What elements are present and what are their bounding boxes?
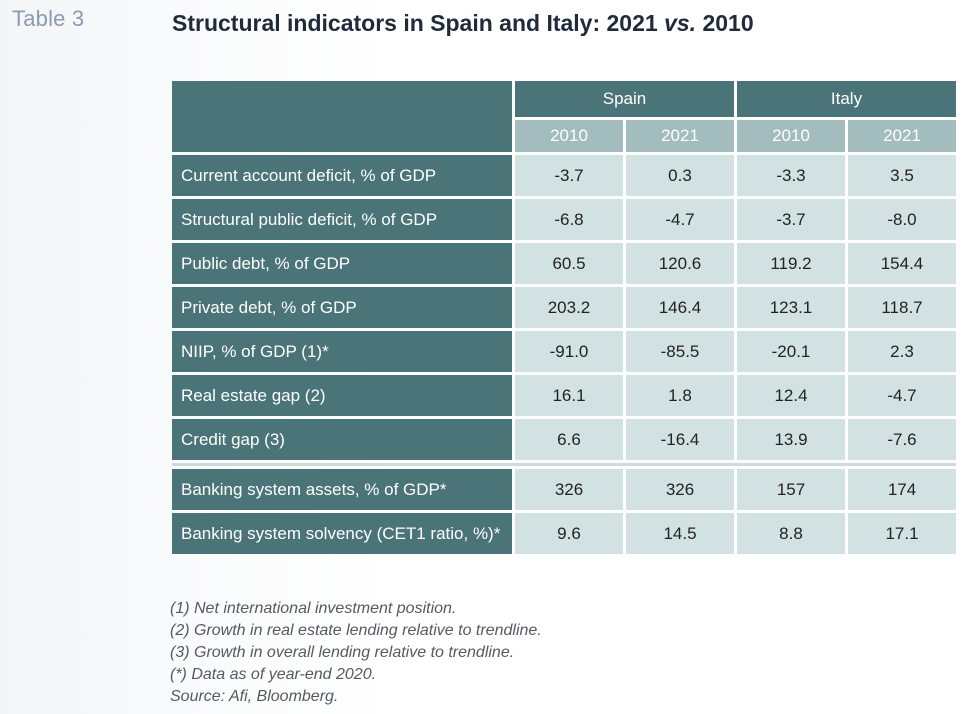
table-cell: 118.7: [848, 287, 956, 328]
table-number-label: Table 3: [12, 6, 85, 31]
table-cell: -4.7: [626, 199, 734, 240]
source-note: Source: Afi, Bloomberg.: [170, 688, 339, 705]
row-label: Banking system assets, % of GDP*: [172, 469, 512, 510]
year-header-spain-2021: 2021: [626, 120, 734, 152]
table-cell: 8.8: [737, 513, 845, 554]
footnote: (2) Growth in real estate lending relati…: [170, 622, 542, 639]
table-cell: 154.4: [848, 243, 956, 284]
table-cell: 326: [515, 469, 623, 510]
title-vs: vs.: [664, 10, 697, 36]
row-label: Banking system solvency (CET1 ratio, %)*: [172, 513, 512, 554]
table-cell: 1.8: [626, 375, 734, 416]
corner-cell: [172, 81, 512, 152]
table-cell: 120.6: [626, 243, 734, 284]
table-row: Current account deficit, % of GDP -3.7 0…: [172, 155, 956, 196]
table-cell: 0.3: [626, 155, 734, 196]
footnote: (*) Data as of year-end 2020.: [170, 666, 377, 683]
table-cell: 3.5: [848, 155, 956, 196]
table-row: Credit gap (3) 6.6 -16.4 13.9 -7.6: [172, 419, 956, 460]
table-cell: 60.5: [515, 243, 623, 284]
table-cell: -3.7: [515, 155, 623, 196]
row-label: Public debt, % of GDP: [172, 243, 512, 284]
year-header-row: 2010 2021 2010 2021: [172, 120, 956, 152]
table-cell: -16.4: [626, 419, 734, 460]
table-cell: -6.8: [515, 199, 623, 240]
table-row: Public debt, % of GDP 60.5 120.6 119.2 1…: [172, 243, 956, 284]
table-cell: 203.2: [515, 287, 623, 328]
table-cell: -91.0: [515, 331, 623, 372]
table-cell: 13.9: [737, 419, 845, 460]
row-label: Private debt, % of GDP: [172, 287, 512, 328]
footnotes: (1) Net international investment positio…: [170, 598, 542, 708]
table-row: Private debt, % of GDP 203.2 146.4 123.1…: [172, 287, 956, 328]
table-cell: 9.6: [515, 513, 623, 554]
table-row: NIIP, % of GDP (1)* -91.0 -85.5 -20.1 2.…: [172, 331, 956, 372]
table-cell: 119.2: [737, 243, 845, 284]
footnote: (3) Growth in overall lending relative t…: [170, 644, 515, 661]
table-row: Real estate gap (2) 16.1 1.8 12.4 -4.7: [172, 375, 956, 416]
title-main: Structural indicators in Spain and Italy…: [172, 10, 665, 36]
table-cell: 2.3: [848, 331, 956, 372]
table-cell: 157: [737, 469, 845, 510]
table-cell: -7.6: [848, 419, 956, 460]
table-cell: -20.1: [737, 331, 845, 372]
divider-bar: [172, 463, 956, 466]
country-header-spain: Spain: [515, 81, 734, 117]
row-label: Structural public deficit, % of GDP: [172, 199, 512, 240]
table-cell: 16.1: [515, 375, 623, 416]
country-header-row: Spain Italy: [172, 81, 956, 152]
section-divider: [172, 463, 956, 466]
year-header-italy-2010: 2010: [737, 120, 845, 152]
table-row: Banking system solvency (CET1 ratio, %)*…: [172, 513, 956, 554]
table-cell: 17.1: [848, 513, 956, 554]
table-title: Structural indicators in Spain and Italy…: [172, 10, 754, 37]
table-cell: 174: [848, 469, 956, 510]
table-cell: 6.6: [515, 419, 623, 460]
table-cell: 326: [626, 469, 734, 510]
table-row: Banking system assets, % of GDP* 326 326…: [172, 469, 956, 510]
year-header-italy-2021: 2021: [848, 120, 956, 152]
country-header-italy: Italy: [737, 81, 956, 117]
year-header-spain-2010: 2010: [515, 120, 623, 152]
table-cell: 12.4: [737, 375, 845, 416]
row-label: NIIP, % of GDP (1)*: [172, 331, 512, 372]
row-label: Real estate gap (2): [172, 375, 512, 416]
row-label: Credit gap (3): [172, 419, 512, 460]
table-cell: -8.0: [848, 199, 956, 240]
title-end: 2010: [696, 10, 754, 36]
footnote: (1) Net international investment positio…: [170, 600, 457, 617]
table-cell: -3.7: [737, 199, 845, 240]
table-row: Structural public deficit, % of GDP -6.8…: [172, 199, 956, 240]
table-cell: -4.7: [848, 375, 956, 416]
table-cell: 14.5: [626, 513, 734, 554]
table-cell: 146.4: [626, 287, 734, 328]
indicators-table: Spain Italy 2010 2021 2010 2021 Current …: [169, 78, 959, 557]
table-cell: 123.1: [737, 287, 845, 328]
table-cell: -85.5: [626, 331, 734, 372]
row-label: Current account deficit, % of GDP: [172, 155, 512, 196]
table-cell: -3.3: [737, 155, 845, 196]
